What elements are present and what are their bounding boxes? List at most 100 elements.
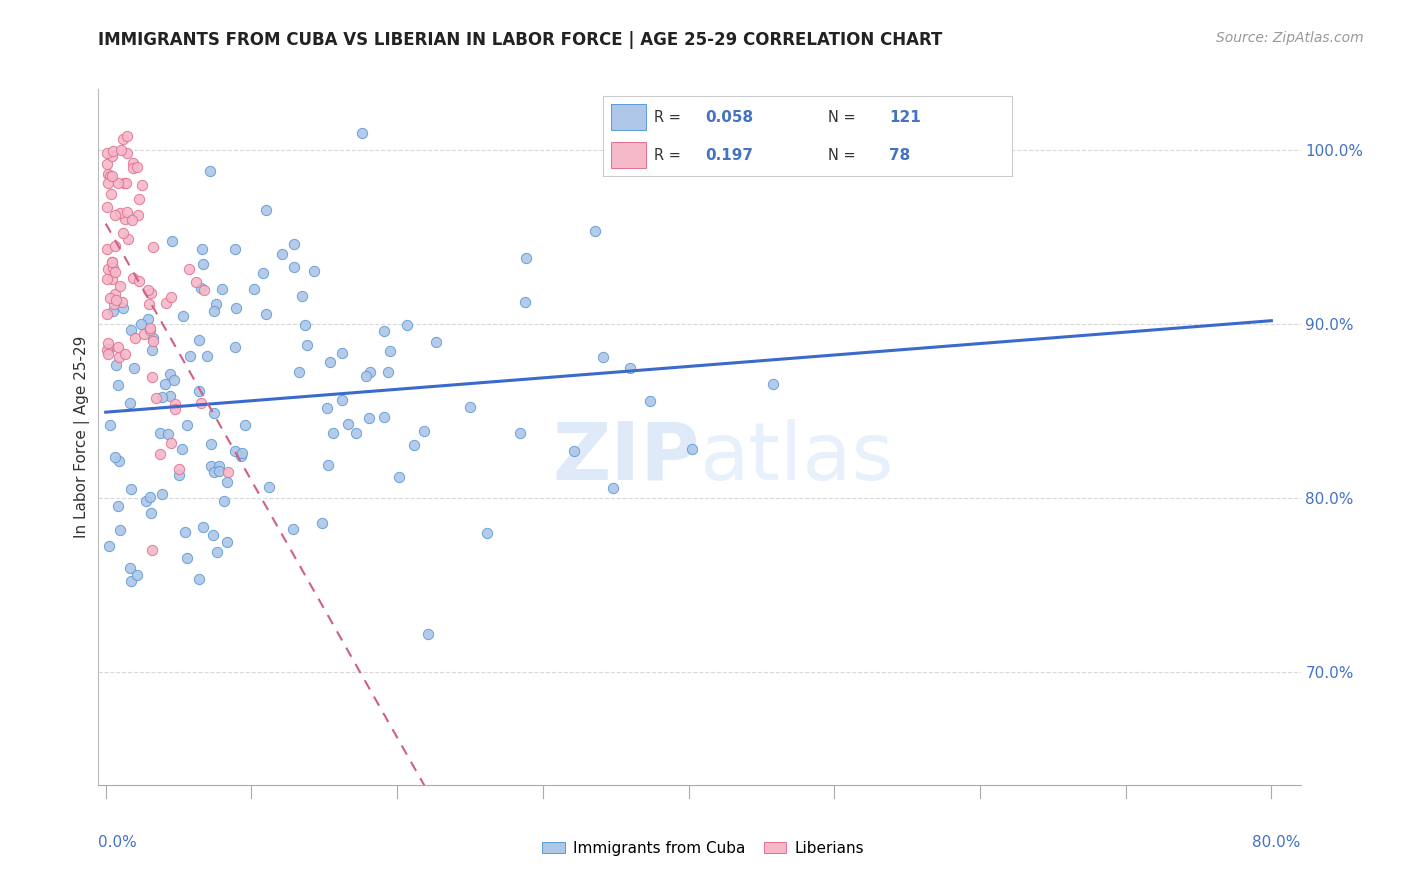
Point [136, 283, 159, 297]
Point [477, 526, 499, 541]
Point [101, 254, 124, 268]
Point [97, 347, 120, 361]
Text: 80.0%: 80.0% [1253, 836, 1301, 850]
Point [96, 157, 118, 171]
Point [205, 297, 228, 311]
Point [193, 257, 215, 271]
Point [115, 204, 138, 219]
Point [190, 281, 212, 295]
Point [120, 561, 142, 575]
Point [160, 234, 183, 248]
Point [295, 338, 318, 352]
Point [141, 285, 163, 300]
Point [97, 343, 120, 357]
Point [332, 346, 354, 360]
Point [121, 161, 143, 175]
Point [254, 307, 277, 321]
Point [583, 224, 606, 238]
Point [104, 208, 127, 222]
Point [139, 490, 162, 504]
Point [195, 349, 218, 363]
Point [111, 226, 134, 240]
Point [165, 397, 187, 411]
Text: ZIP: ZIP [553, 419, 700, 497]
Point [121, 270, 143, 285]
Point [395, 318, 418, 332]
Point [202, 528, 225, 542]
Legend: Immigrants from Cuba, Liberians: Immigrants from Cuba, Liberians [536, 835, 870, 862]
Point [337, 417, 360, 431]
Point [97, 176, 120, 190]
Point [129, 317, 152, 331]
Point [311, 516, 333, 530]
Point [139, 320, 162, 334]
Point [315, 401, 337, 415]
Point [259, 480, 281, 494]
Point [252, 266, 274, 280]
Point [121, 155, 143, 169]
Point [170, 442, 193, 457]
Point [112, 132, 135, 146]
Point [592, 350, 614, 364]
Point [243, 282, 266, 296]
Point [108, 523, 131, 537]
Point [388, 469, 411, 483]
Point [186, 275, 208, 289]
Point [163, 401, 186, 416]
Point [233, 417, 256, 432]
Point [101, 148, 124, 162]
Point [100, 169, 122, 183]
Point [198, 164, 221, 178]
Point [104, 293, 127, 307]
Text: 0.0%: 0.0% [98, 836, 138, 850]
Point [112, 177, 135, 191]
Point [316, 458, 339, 472]
Point [515, 251, 537, 265]
Point [322, 426, 344, 441]
Point [115, 146, 138, 161]
Point [98, 291, 121, 305]
Point [177, 261, 200, 276]
Point [131, 178, 153, 193]
Point [224, 242, 246, 256]
Point [373, 410, 395, 425]
Point [96, 343, 118, 357]
Point [281, 522, 304, 536]
Point [120, 482, 142, 496]
Point [155, 295, 177, 310]
Point [97, 539, 120, 553]
Point [373, 324, 395, 338]
Point [107, 340, 129, 354]
Point [101, 272, 124, 286]
Point [142, 331, 165, 345]
Point [138, 323, 160, 337]
Point [104, 265, 127, 279]
Point [207, 465, 229, 479]
Point [114, 347, 136, 361]
Point [402, 438, 425, 452]
Point [200, 437, 222, 451]
Point [121, 212, 143, 227]
Point [231, 446, 253, 460]
Point [145, 391, 167, 405]
Point [135, 493, 157, 508]
Point [229, 449, 252, 463]
Point [98, 169, 121, 183]
Point [142, 334, 165, 348]
Point [202, 304, 225, 318]
Point [149, 447, 172, 461]
Point [762, 376, 785, 391]
Point [458, 400, 481, 414]
Point [108, 279, 131, 293]
Point [107, 176, 129, 190]
Point [100, 187, 122, 202]
Point [377, 365, 399, 379]
Point [97, 335, 120, 350]
Point [187, 572, 209, 586]
Point [141, 543, 163, 558]
Point [111, 301, 134, 316]
Point [681, 442, 703, 456]
Point [204, 465, 226, 479]
Text: atlas: atlas [700, 419, 894, 497]
Point [513, 294, 536, 309]
